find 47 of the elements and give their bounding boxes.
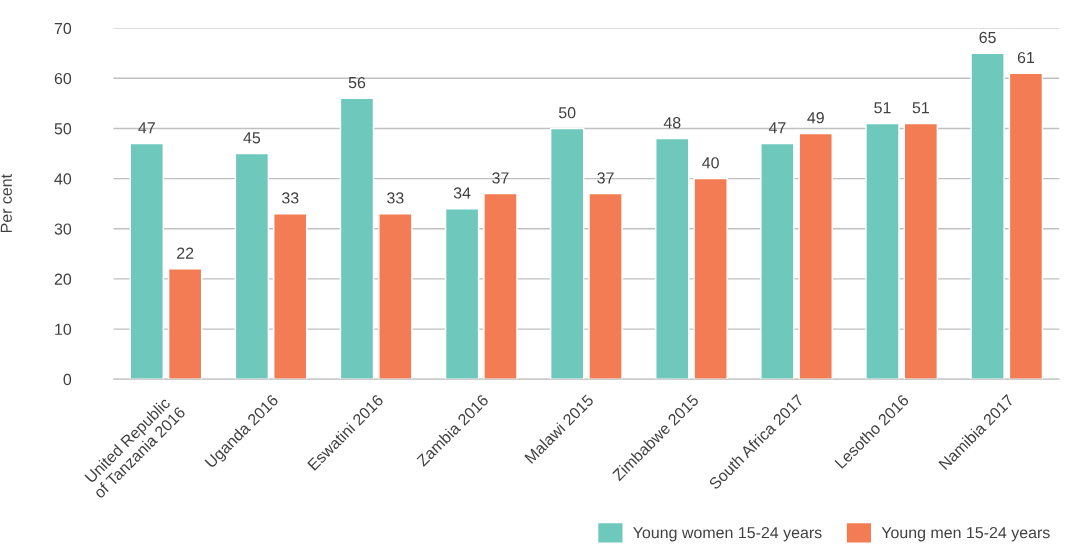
data-label: 47	[768, 122, 786, 134]
bar	[234, 152, 270, 380]
data-label: 33	[387, 192, 404, 204]
data-label: 40	[702, 157, 719, 169]
bar	[549, 127, 585, 380]
bar	[273, 213, 308, 380]
data-label: 51	[912, 102, 929, 114]
legend-label: Young men 15-24 years	[881, 526, 1050, 542]
bar	[798, 132, 833, 380]
bar	[339, 97, 375, 380]
data-label: 51	[874, 102, 891, 114]
y-tick-label: 0	[63, 373, 72, 386]
data-label: 65	[979, 31, 996, 44]
bar	[865, 122, 900, 380]
y-tick-label: 60	[54, 72, 72, 85]
y-axis-title: Per cent	[0, 174, 12, 233]
y-tick-label: 10	[55, 323, 72, 336]
bar	[167, 268, 203, 380]
data-label: 47	[138, 122, 155, 134]
bar	[903, 122, 939, 380]
y-tick-label: 20	[54, 273, 72, 285]
bar	[378, 213, 413, 380]
data-label: 45	[243, 132, 261, 144]
y-tick-label: 40	[54, 173, 72, 185]
bar	[129, 142, 164, 380]
data-label: 56	[348, 76, 366, 89]
y-tick-label: 50	[54, 123, 72, 135]
bar	[970, 52, 1005, 380]
bar	[588, 192, 623, 380]
y-tick-label: 30	[54, 223, 72, 235]
data-label: 33	[281, 192, 299, 204]
bar	[483, 192, 518, 380]
bar	[444, 208, 480, 380]
data-label: 37	[492, 172, 509, 184]
legend-label: Young women 15-24 years	[633, 526, 822, 542]
data-label: 61	[1017, 51, 1035, 64]
data-label: 22	[177, 247, 194, 259]
bar	[693, 177, 728, 380]
data-label: 37	[597, 172, 614, 184]
data-label: 34	[453, 187, 471, 199]
bar	[655, 137, 690, 380]
bar	[760, 142, 795, 380]
data-label: 48	[663, 117, 681, 129]
data-label: 50	[558, 107, 576, 119]
bar	[1008, 72, 1044, 380]
data-label: 49	[807, 112, 824, 124]
y-tick-label: 70	[54, 22, 72, 35]
